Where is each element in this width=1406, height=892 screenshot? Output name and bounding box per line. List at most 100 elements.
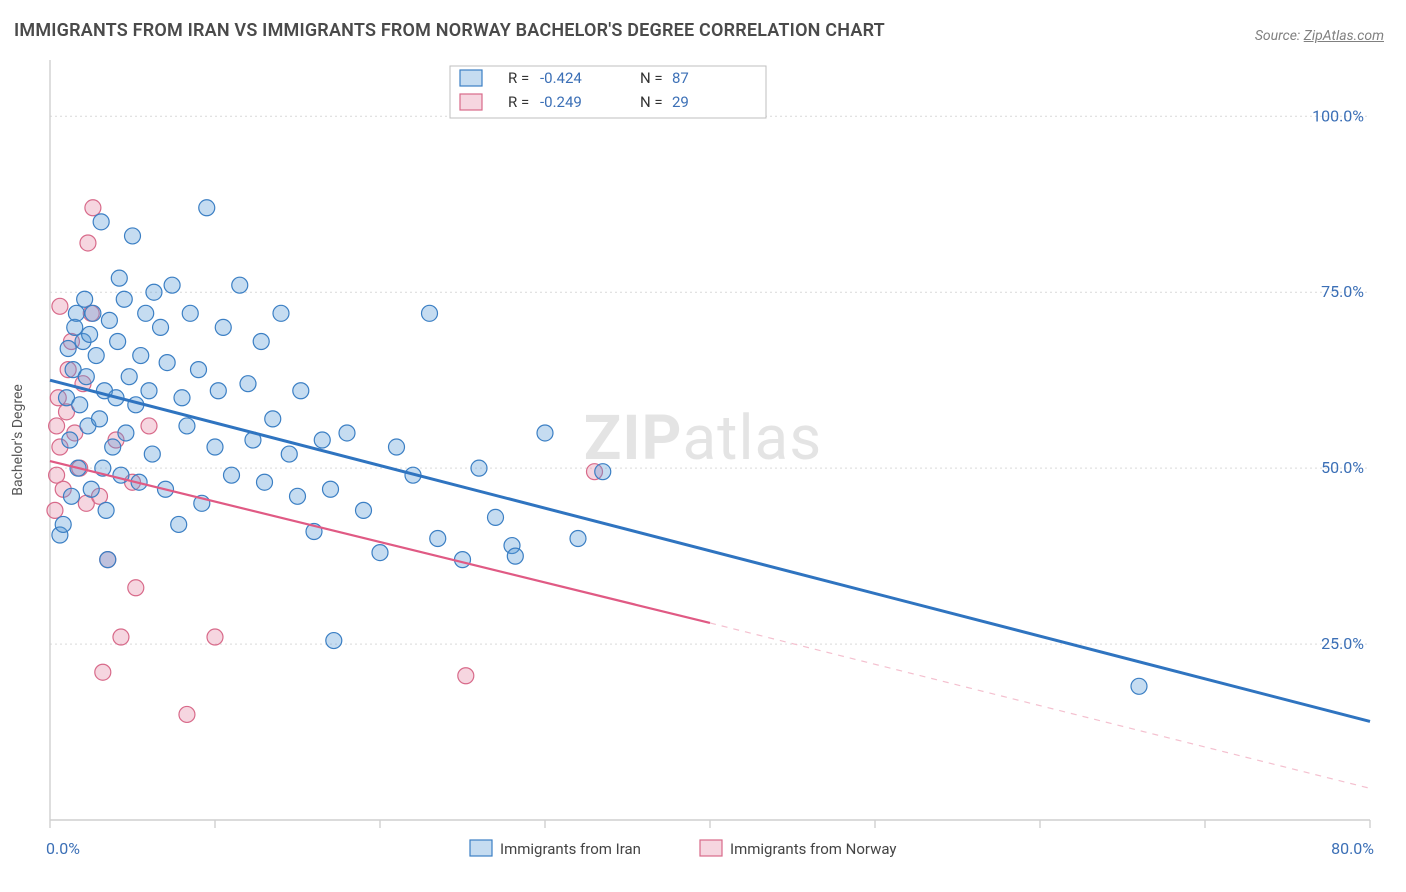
- point-iran: [179, 418, 195, 434]
- point-norway: [80, 235, 96, 251]
- point-iran: [63, 488, 79, 504]
- point-iran: [93, 214, 109, 230]
- legend-r-label: R =: [508, 69, 529, 87]
- point-iran: [105, 439, 121, 455]
- point-iran: [92, 411, 108, 427]
- point-iran: [146, 284, 162, 300]
- point-iran: [232, 277, 248, 293]
- legend-swatch: [470, 840, 492, 856]
- point-iran: [253, 333, 269, 349]
- point-iran: [82, 326, 98, 342]
- point-iran: [111, 270, 127, 286]
- legend-swatch: [700, 840, 722, 856]
- point-iran: [118, 425, 134, 441]
- trendline-norway-extrapolated: [710, 623, 1370, 788]
- point-iran: [537, 425, 553, 441]
- point-norway: [141, 418, 157, 434]
- point-iran: [77, 291, 93, 307]
- point-iran: [159, 355, 175, 371]
- point-iran: [141, 383, 157, 399]
- point-iran: [55, 516, 71, 532]
- point-iran: [133, 348, 149, 364]
- point-iran: [422, 305, 438, 321]
- y-tick-label: 100.0%: [1312, 106, 1364, 125]
- x-tick-label-max: 80.0%: [1331, 839, 1374, 858]
- point-norway: [85, 200, 101, 216]
- legend-r-label: R =: [508, 93, 529, 111]
- point-iran: [372, 545, 388, 561]
- point-iran: [455, 552, 471, 568]
- y-axis-label: Bachelor's Degree: [10, 384, 26, 496]
- point-iran: [471, 460, 487, 476]
- legend-n-label: N =: [640, 93, 663, 111]
- legend-series-label: Immigrants from Norway: [730, 840, 897, 858]
- legend-n-value: 87: [672, 69, 689, 87]
- y-tick-label: 75.0%: [1321, 282, 1364, 301]
- point-iran: [273, 305, 289, 321]
- trendline-iran: [50, 380, 1370, 721]
- point-iran: [326, 633, 342, 649]
- point-norway: [128, 580, 144, 596]
- point-iran: [430, 531, 446, 547]
- point-iran: [488, 509, 504, 525]
- point-iran: [224, 467, 240, 483]
- legend-n-label: N =: [640, 69, 663, 87]
- point-iran: [88, 348, 104, 364]
- legend-r-value: -0.249: [540, 93, 582, 111]
- point-iran: [356, 502, 372, 518]
- legend-n-value: 29: [672, 93, 689, 111]
- point-norway: [179, 706, 195, 722]
- point-iran: [171, 516, 187, 532]
- point-iran: [595, 464, 611, 480]
- point-iran: [281, 446, 297, 462]
- point-iran: [153, 319, 169, 335]
- point-iran: [72, 397, 88, 413]
- point-iran: [144, 446, 160, 462]
- y-tick-label: 25.0%: [1321, 634, 1364, 653]
- point-iran: [182, 305, 198, 321]
- point-iran: [323, 481, 339, 497]
- legend-series-label: Immigrants from Iran: [500, 840, 641, 858]
- point-iran: [191, 362, 207, 378]
- correlation-scatter-chart: 25.0% 50.0% 75.0% 100.0% 0.0% 80.0% Bachelor's…: [0, 0, 1406, 892]
- point-iran: [290, 488, 306, 504]
- point-norway: [113, 629, 129, 645]
- legend-swatch: [460, 70, 482, 86]
- point-iran: [110, 333, 126, 349]
- point-iran: [60, 341, 76, 357]
- trendline-norway: [50, 461, 710, 623]
- point-iran: [1131, 678, 1147, 694]
- point-norway: [458, 668, 474, 684]
- x-tick-label-min: 0.0%: [46, 839, 80, 858]
- point-iran: [85, 305, 101, 321]
- point-iran: [164, 277, 180, 293]
- point-iran: [507, 548, 523, 564]
- point-iran: [207, 439, 223, 455]
- point-iran: [570, 531, 586, 547]
- point-iran: [339, 425, 355, 441]
- point-iran: [314, 432, 330, 448]
- point-iran: [257, 474, 273, 490]
- legend-r-value: -0.424: [540, 69, 582, 87]
- point-norway: [95, 664, 111, 680]
- point-iran: [67, 319, 83, 335]
- point-iran: [215, 319, 231, 335]
- point-iran: [78, 369, 94, 385]
- point-iran: [68, 305, 84, 321]
- point-iran: [389, 439, 405, 455]
- legend-swatch: [460, 94, 482, 110]
- point-iran: [116, 291, 132, 307]
- point-iran: [100, 552, 116, 568]
- point-iran: [210, 383, 226, 399]
- point-iran: [265, 411, 281, 427]
- point-iran: [138, 305, 154, 321]
- point-iran: [125, 228, 141, 244]
- point-iran: [293, 383, 309, 399]
- point-iran: [199, 200, 215, 216]
- legend-stats-box: [450, 66, 766, 118]
- y-tick-label: 50.0%: [1321, 458, 1364, 477]
- point-iran: [121, 369, 137, 385]
- point-iran: [83, 481, 99, 497]
- point-iran: [62, 432, 78, 448]
- point-iran: [240, 376, 256, 392]
